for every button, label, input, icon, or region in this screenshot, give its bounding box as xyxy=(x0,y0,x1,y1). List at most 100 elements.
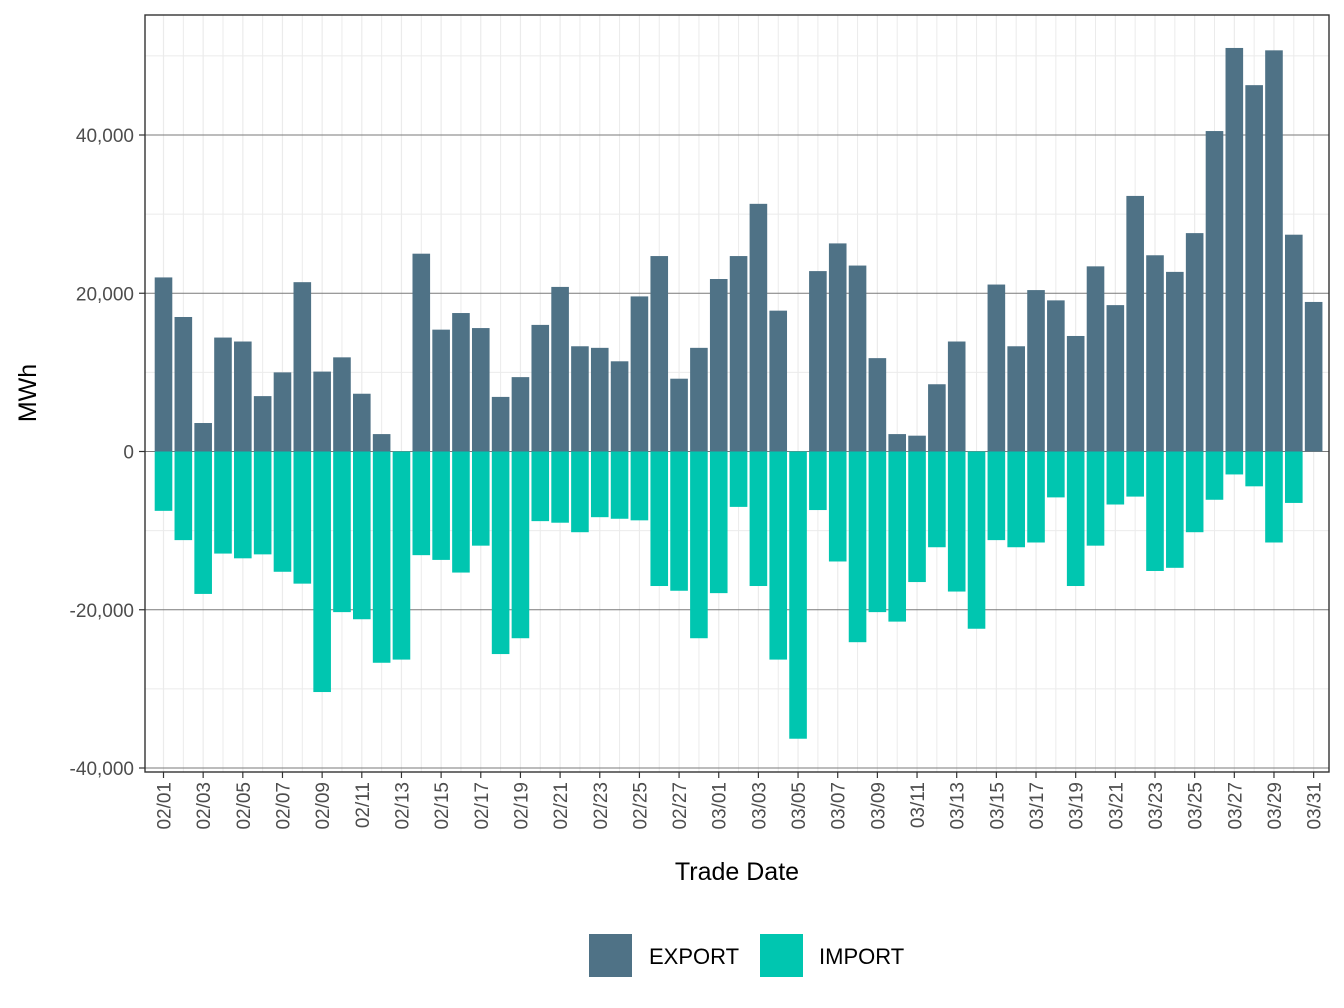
x-tick-label: 03/29 xyxy=(1265,782,1286,830)
export-bar-03-24 xyxy=(1166,271,1184,452)
import-bar-02-11 xyxy=(353,451,371,620)
x-tick-label: 03/05 xyxy=(789,782,810,830)
x-tick-label: 02/25 xyxy=(630,782,651,830)
import-bar-03-03 xyxy=(749,451,768,587)
export-bar-03-09 xyxy=(868,358,887,452)
x-tick-label: 02/15 xyxy=(432,782,453,830)
import-bar-03-21 xyxy=(1106,451,1125,505)
export-bar-03-30 xyxy=(1285,234,1303,452)
import-bar-03-20 xyxy=(1086,451,1105,546)
x-tick-label: 02/19 xyxy=(511,782,532,830)
export-bar-03-17 xyxy=(1027,290,1045,452)
x-tick-label: 02/09 xyxy=(313,782,334,830)
export-bar-03-04 xyxy=(769,310,788,452)
export-bar-02-09 xyxy=(313,371,331,452)
import-bar-03-08 xyxy=(848,451,867,643)
import-bar-02-20 xyxy=(531,451,550,522)
import-bar-02-14 xyxy=(412,451,431,556)
export-bar-03-25 xyxy=(1185,233,1204,452)
x-tick-label: 03/21 xyxy=(1106,782,1127,830)
import-bar-02-16 xyxy=(452,451,470,573)
export-bar-02-05 xyxy=(234,341,252,452)
x-tick-label: 02/11 xyxy=(353,782,374,828)
import-bar-03-17 xyxy=(1027,451,1045,543)
import-bar-02-09 xyxy=(313,451,331,693)
import-bar-03-16 xyxy=(1007,451,1025,548)
export-bar-02-20 xyxy=(531,324,550,452)
export-bar-02-25 xyxy=(630,296,649,452)
import-bar-03-01 xyxy=(709,451,728,594)
x-tick-label: 02/27 xyxy=(670,782,691,830)
export-legend-label: EXPORT xyxy=(649,944,739,969)
x-tick-label: 03/01 xyxy=(710,782,731,830)
import-bar-02-03 xyxy=(194,451,212,594)
export-bar-03-27 xyxy=(1225,47,1244,452)
import-legend-label: IMPORT xyxy=(819,944,904,969)
x-tick-label: 02/07 xyxy=(273,782,294,830)
x-axis-title: Trade Date xyxy=(675,858,799,886)
import-bar-03-29 xyxy=(1265,451,1283,543)
import-bar-03-24 xyxy=(1166,451,1184,568)
export-bar-02-24 xyxy=(610,361,629,452)
x-tick-label: 03/09 xyxy=(868,782,889,830)
export-bar-02-16 xyxy=(452,313,470,452)
x-axis: 02/01 02/03 02/05 02/07 02/09 02/11 02/13 02/15… xyxy=(155,772,1326,830)
export-bar-02-28 xyxy=(690,347,708,452)
export-bar-02-10 xyxy=(333,357,351,452)
x-tick-label: 02/03 xyxy=(194,782,215,830)
import-bar-02-18 xyxy=(491,451,510,655)
import-bar-02-01 xyxy=(154,451,173,511)
import-bar-02-02 xyxy=(174,451,193,541)
export-bar-02-15 xyxy=(432,329,450,452)
y-tick-label: 40,000 xyxy=(76,126,134,147)
import-bar-03-11 xyxy=(908,451,926,583)
import-bar-02-21 xyxy=(551,451,569,523)
export-bar-03-10 xyxy=(888,434,907,452)
export-bar-02-27 xyxy=(670,378,688,452)
import-bar-02-07 xyxy=(273,451,292,572)
x-tick-label: 02/01 xyxy=(155,782,176,830)
x-tick-label: 03/07 xyxy=(829,782,850,830)
export-bar-03-11 xyxy=(908,435,926,452)
x-tick-label: 03/27 xyxy=(1225,782,1246,830)
export-bar-03-16 xyxy=(1007,346,1025,452)
x-tick-label: 03/17 xyxy=(1027,782,1048,830)
x-tick-label: 02/23 xyxy=(591,782,612,830)
import-bar-03-27 xyxy=(1225,451,1244,475)
export-bar-03-15 xyxy=(987,284,1006,452)
x-tick-label: 03/11 xyxy=(908,782,929,828)
legend: EXPORT IMPORT xyxy=(589,934,904,977)
export-bar-02-22 xyxy=(571,346,589,452)
export-bar-02-23 xyxy=(590,347,609,452)
export-bar-02-19 xyxy=(511,377,530,452)
export-bar-02-14 xyxy=(412,253,431,452)
export-bar-03-07 xyxy=(828,243,847,452)
export-bar-03-01 xyxy=(709,279,728,452)
import-bar-02-17 xyxy=(471,451,490,546)
export-bar-02-21 xyxy=(551,286,569,452)
import-bar-02-15 xyxy=(432,451,450,560)
export-bar-02-01 xyxy=(154,277,173,452)
export-bar-03-21 xyxy=(1106,305,1125,452)
plot-border xyxy=(144,14,1330,773)
import-bars xyxy=(154,451,1303,739)
import-bar-02-13 xyxy=(392,451,411,660)
import-bar-03-06 xyxy=(809,451,827,511)
export-bar-02-26 xyxy=(650,256,669,452)
import-bar-03-07 xyxy=(828,451,847,562)
x-tick-label: 03/23 xyxy=(1146,782,1167,830)
import-bar-03-18 xyxy=(1047,451,1065,498)
import-bar-03-09 xyxy=(868,451,887,613)
y-axis-title: MWh xyxy=(14,364,42,422)
import-bar-02-06 xyxy=(253,451,272,555)
export-bar-03-13 xyxy=(947,341,966,452)
x-tick-label: 03/25 xyxy=(1186,782,1207,830)
export-bar-03-28 xyxy=(1245,85,1263,452)
x-tick-label: 02/17 xyxy=(472,782,493,830)
import-bar-03-19 xyxy=(1066,451,1085,587)
import-bar-03-10 xyxy=(888,451,907,622)
import-bar-03-23 xyxy=(1146,451,1164,571)
import-bar-03-13 xyxy=(947,451,966,592)
y-tick-label: -40,000 xyxy=(70,759,134,780)
export-bar-03-02 xyxy=(729,256,748,452)
